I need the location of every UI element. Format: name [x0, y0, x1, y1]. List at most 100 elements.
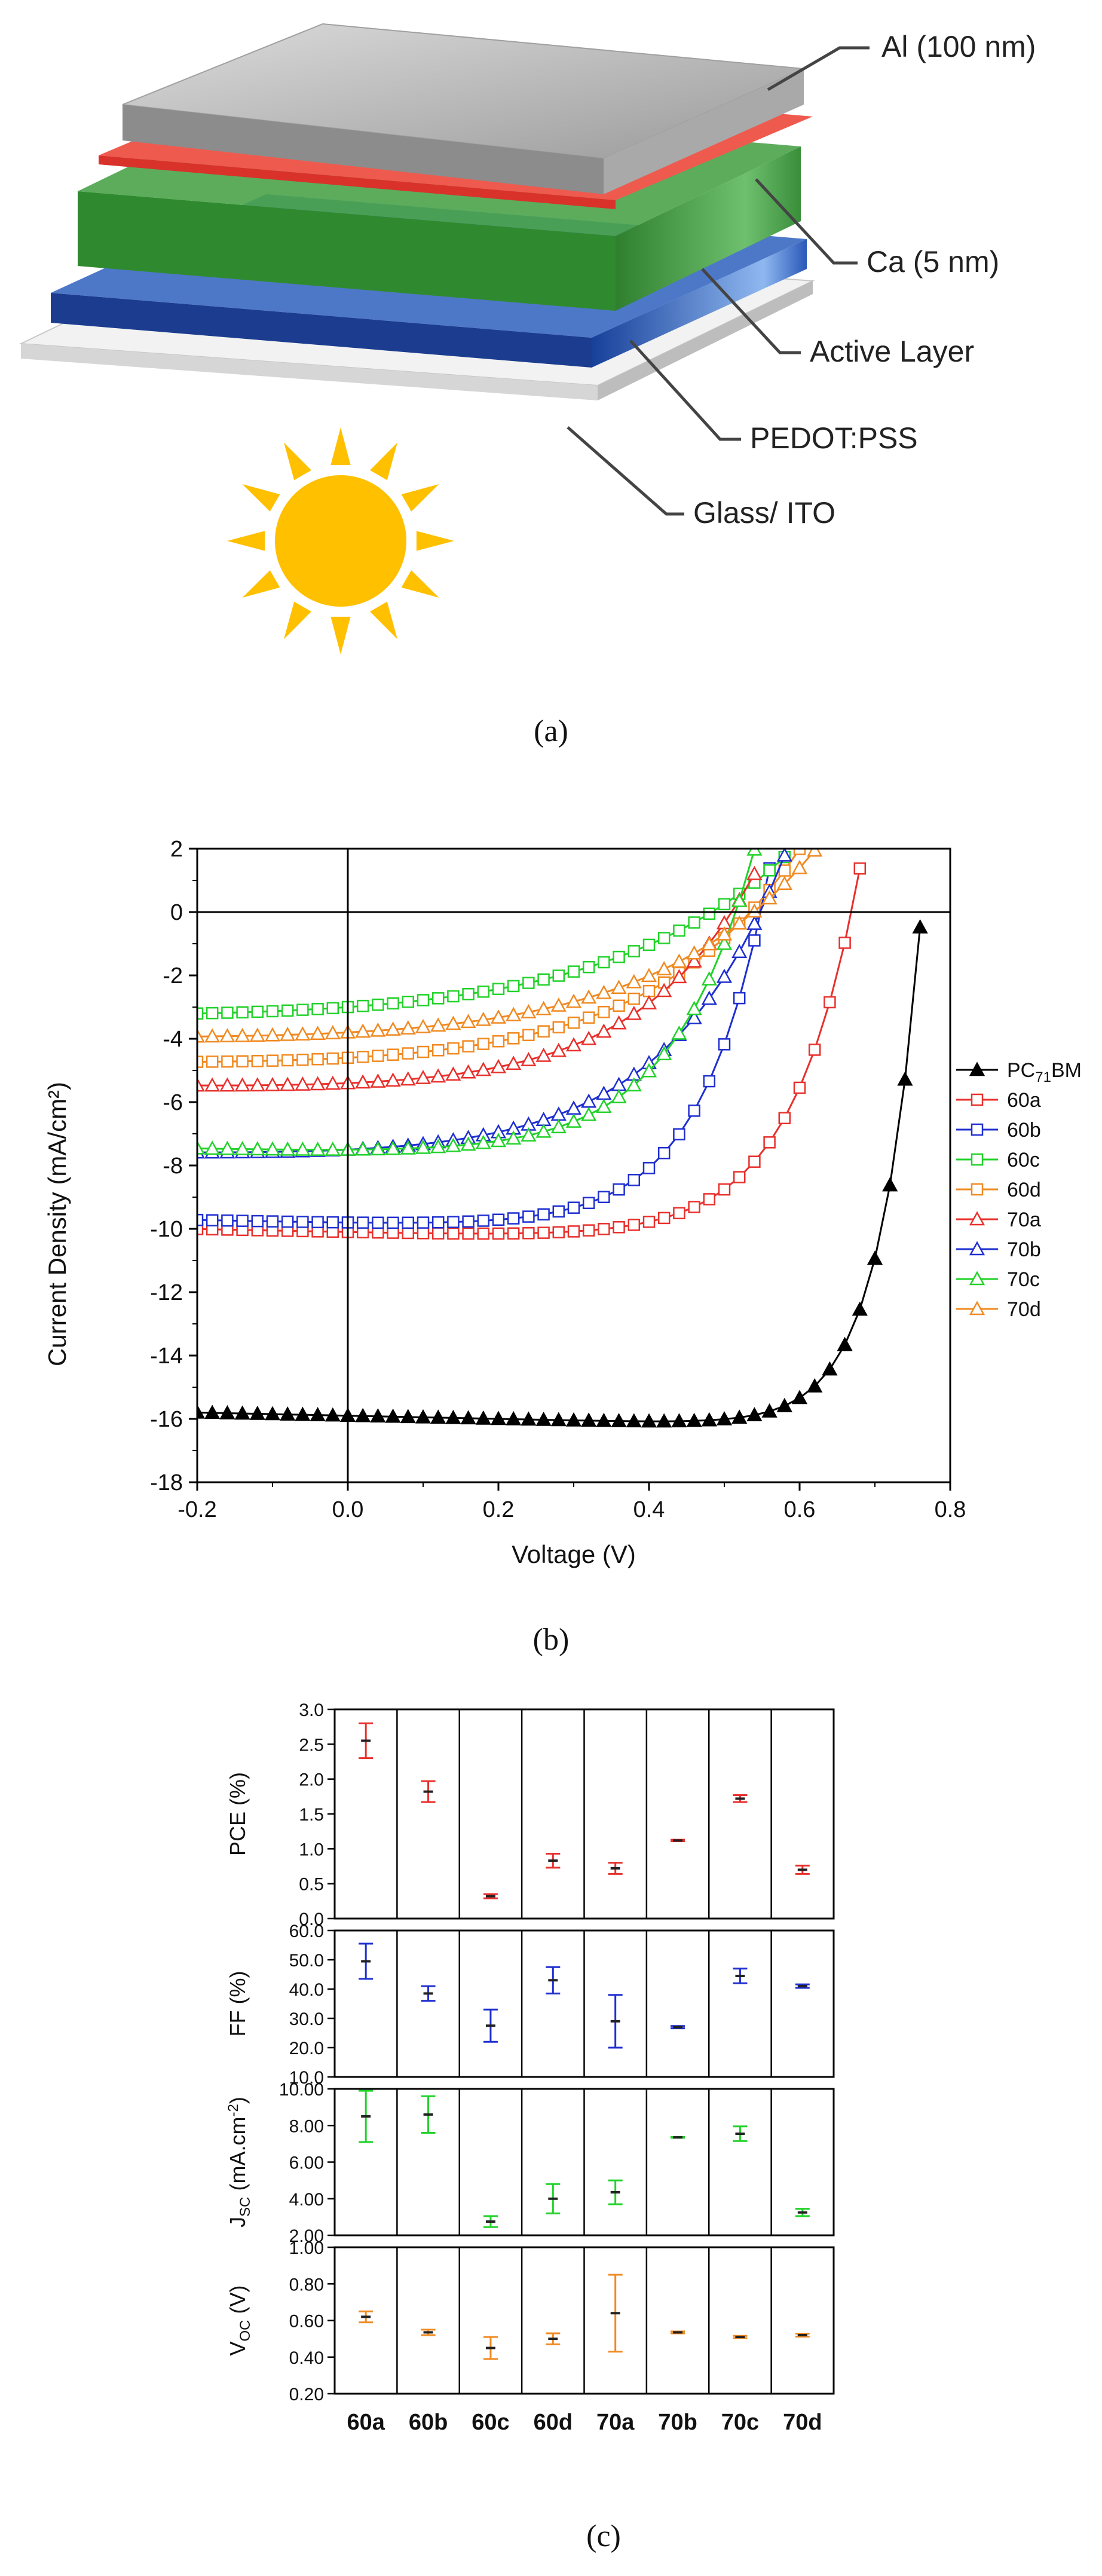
- data-point: [431, 1227, 445, 1240]
- data-point: [296, 1004, 309, 1016]
- data-point: [251, 1055, 264, 1067]
- series-60c: [197, 850, 791, 1020]
- data-point: [565, 1100, 582, 1115]
- series-60a: [197, 862, 867, 1240]
- data-point: [550, 1412, 567, 1427]
- plot-border: [196, 848, 951, 1483]
- data-point: [581, 1412, 597, 1427]
- data-point: [521, 1411, 537, 1426]
- data-point: [596, 1023, 612, 1038]
- data-point: [204, 1077, 221, 1092]
- data-point: [535, 1001, 552, 1015]
- data-point: [475, 1410, 491, 1425]
- y-axis-label: VOC (V): [225, 2285, 253, 2355]
- data-point: [356, 999, 369, 1012]
- y-tick-label: 0.5: [299, 1875, 324, 1895]
- data-point: [477, 1038, 490, 1050]
- x-tick-label: 0.6: [784, 1497, 816, 1522]
- data-point: [688, 916, 700, 929]
- data-point: [264, 1406, 281, 1421]
- data-point: [748, 1155, 761, 1168]
- error-bar-70d: [795, 1864, 810, 1875]
- data-point: [310, 1142, 326, 1156]
- data-point: [552, 1205, 565, 1218]
- y-axis-label: FF (%): [225, 1971, 250, 2037]
- data-point: [400, 1020, 416, 1035]
- y-tick-label: 2.00: [289, 2226, 324, 2246]
- data-point: [598, 1223, 610, 1235]
- y-tick-label: -6: [163, 1090, 183, 1115]
- data-point: [311, 1053, 324, 1066]
- data-point: [521, 1127, 537, 1142]
- data-point: [701, 936, 717, 951]
- data-point: [521, 1004, 537, 1018]
- data-point: [355, 1074, 371, 1089]
- data-point: [206, 1006, 219, 1020]
- data-point: [808, 1044, 821, 1056]
- data-point: [249, 1141, 265, 1156]
- data-point: [671, 953, 687, 968]
- y-tick-label: 50.0: [289, 1951, 324, 1971]
- y-tick-label: -12: [150, 1280, 183, 1305]
- data-point: [567, 965, 580, 978]
- data-point: [234, 1140, 250, 1155]
- data-point: [462, 1215, 475, 1228]
- data-point: [492, 1213, 505, 1226]
- data-point: [295, 1406, 311, 1421]
- data-point: [688, 1201, 700, 1213]
- x-axis-label: Voltage (V): [512, 1540, 636, 1568]
- data-point: [656, 983, 672, 998]
- series-70c: [197, 849, 763, 1156]
- data-point: [969, 1241, 985, 1256]
- data-point: [197, 1077, 206, 1092]
- data-point: [688, 1105, 700, 1117]
- data-point: [611, 1076, 627, 1091]
- data-point: [582, 1011, 595, 1024]
- label-ca: Ca (5 nm): [867, 245, 999, 279]
- error-bar-70d: [795, 2333, 810, 2338]
- data-point: [264, 1141, 281, 1156]
- data-point: [686, 953, 702, 968]
- data-point: [733, 992, 746, 1005]
- data-point: [460, 1064, 476, 1079]
- data-point: [912, 919, 928, 934]
- series-70d: [197, 849, 823, 1043]
- data-point: [642, 938, 656, 952]
- data-point: [552, 1021, 565, 1034]
- data-point: [197, 1056, 204, 1068]
- data-point: [400, 1409, 416, 1424]
- data-point: [582, 960, 595, 974]
- data-point: [535, 1112, 552, 1126]
- data-point: [475, 1011, 491, 1026]
- data-point: [718, 1183, 731, 1196]
- sun-icon: [227, 427, 454, 654]
- data-point: [807, 849, 823, 857]
- data-point: [475, 1134, 491, 1149]
- error-bar-70c: [733, 1794, 748, 1803]
- data-point: [596, 984, 612, 999]
- data-point: [266, 1054, 279, 1067]
- x-tick-label: 0.2: [483, 1497, 515, 1522]
- data-point: [686, 1412, 702, 1427]
- data-point: [807, 1378, 823, 1393]
- data-point: [295, 1026, 311, 1041]
- category-label: 70d: [783, 2410, 822, 2435]
- legend-label: 70c: [1007, 1268, 1040, 1291]
- panel-2: 10.0 20.0 30.0 40.0 50.0 60.0 FF (%): [225, 1922, 835, 2088]
- y-tick-label: -10: [150, 1217, 183, 1242]
- data-point: [490, 1411, 507, 1425]
- error-bar-60a: [359, 2310, 374, 2324]
- y-axis-label: Current Density (mA/cm²): [43, 1082, 71, 1366]
- data-point: [415, 1070, 431, 1084]
- legend-item: 60d: [956, 1179, 1041, 1201]
- data-point: [867, 1250, 883, 1265]
- y-tick-label: 60.0: [289, 1922, 324, 1941]
- data-point: [598, 1005, 610, 1018]
- data-point: [703, 907, 716, 920]
- legend-item: 60a: [956, 1089, 1041, 1112]
- data-point: [507, 1212, 520, 1225]
- data-point: [656, 960, 672, 975]
- data-point: [492, 1035, 505, 1048]
- data-point: [370, 1141, 386, 1156]
- data-point: [746, 903, 763, 918]
